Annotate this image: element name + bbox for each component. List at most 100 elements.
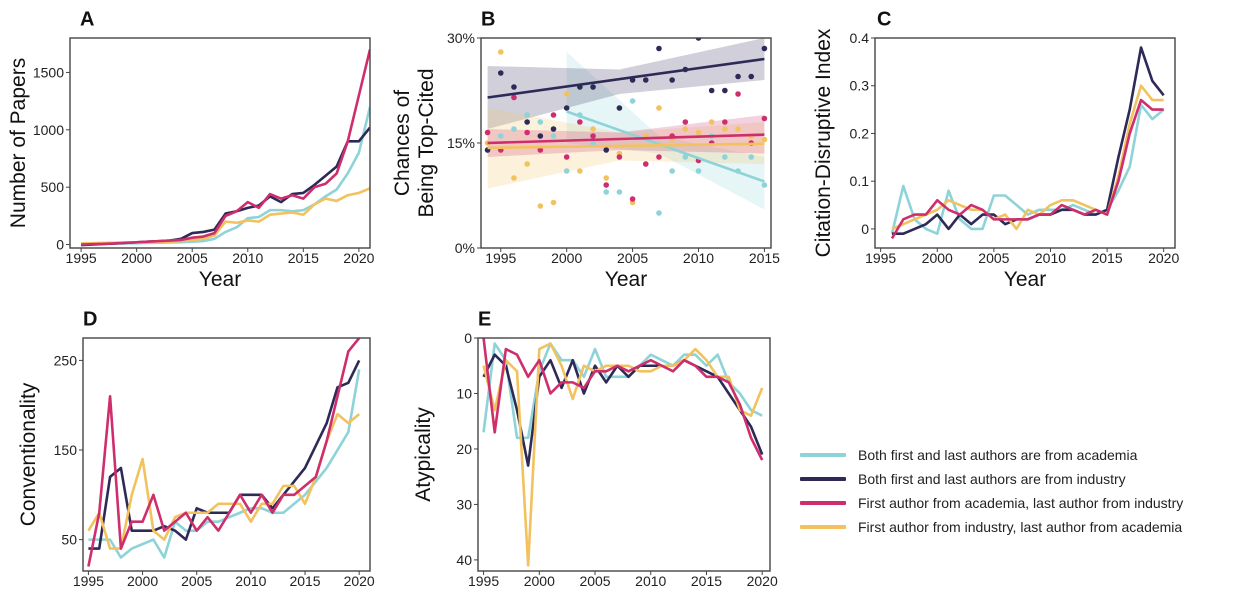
data-point-industry (748, 73, 755, 80)
legend-label-academia-industry: First author from academia, last author … (858, 495, 1184, 511)
data-point-ind_acad (590, 126, 596, 132)
series-line-academia (890, 103, 1165, 235)
data-point-ind_acad (497, 49, 504, 55)
x-tick-label: 2020 (1148, 250, 1179, 266)
data-point-industry (656, 45, 662, 52)
x-tick-label: 2010 (635, 573, 666, 589)
confidence-band-ind_acad (487, 108, 765, 189)
data-point-industry (524, 119, 530, 125)
data-point-industry (511, 84, 517, 90)
legend-label-academia: Both first and last authors are from aca… (858, 447, 1138, 463)
data-point-industry (669, 77, 675, 83)
data-point-academia (497, 133, 504, 139)
panel-b: B 1995 2000 2005 2010 2015 0% 15% 30% Year Chances… (391, 8, 780, 291)
data-point-ind_acad (682, 126, 689, 132)
legend-item-academia: Both first and last authors are from aca… (800, 443, 1183, 467)
x-tick-label: 1995 (865, 250, 896, 266)
y-tick-label: 30 (456, 496, 472, 512)
x-tick-label: 2005 (978, 250, 1009, 266)
data-point-academia (722, 154, 728, 160)
data-point-acad_ind (735, 91, 741, 97)
data-point-ind_acad (537, 203, 544, 209)
data-point-acad_ind (722, 119, 728, 125)
panel-d: D19952000200520102015202050150250YearCon… (17, 308, 375, 599)
data-point-industry (761, 45, 768, 52)
series-line-acad_ind (87, 338, 361, 567)
x-axis-label: Year (605, 268, 647, 291)
panel-letter-b: B (481, 8, 495, 30)
y-tick-label: 0 (464, 330, 472, 346)
y-axis-label: Citation-Disruptive Index (812, 28, 835, 257)
x-tick-label: 2005 (181, 573, 212, 589)
data-point-ind_acad (708, 119, 715, 125)
data-point-industry (550, 126, 557, 132)
x-tick-label: 2015 (289, 573, 320, 589)
data-point-academia (563, 168, 570, 174)
axes-frame-e (477, 337, 771, 572)
plot-area-a (81, 49, 370, 247)
legend-swatch-academia (800, 453, 846, 457)
y-tick-label: 0.4 (850, 30, 870, 46)
x-tick-label: 2010 (683, 250, 714, 266)
data-point-academia (537, 119, 544, 125)
data-point-acad_ind (524, 129, 530, 136)
y-tick-label: 500 (41, 179, 65, 195)
data-point-academia (761, 182, 768, 188)
data-point-acad_ind (590, 133, 596, 139)
data-point-academia (590, 140, 596, 146)
data-point-ind_acad (735, 126, 741, 132)
panel-c: C 1995 2000 2005 2010 2015 2020 0 0.1 0.2 0.3 0.4 Ye… (812, 8, 1179, 291)
x-tick-label: 1995 (66, 250, 97, 266)
data-point-acad_ind (629, 196, 636, 202)
data-point-acad_ind (484, 129, 491, 136)
data-point-academia (669, 168, 675, 174)
x-tick-label: 2015 (691, 573, 722, 589)
y-tick-label: 150 (54, 442, 78, 458)
y-axis-label: Number of Papers (7, 58, 30, 228)
x-tick-label: 2020 (343, 250, 374, 266)
y-tick-label: 15% (447, 135, 475, 151)
panel-letter-e: E (478, 308, 491, 330)
data-point-acad_ind (577, 119, 583, 125)
legend-swatch-academia-industry (800, 501, 846, 505)
series-line-acad_ind (890, 98, 1164, 240)
y-tick-label: 0% (455, 240, 475, 256)
y-tick-label: 250 (54, 352, 78, 368)
data-point-acad_ind (616, 154, 623, 160)
data-point-academia (603, 189, 610, 195)
x-tick-label: 2020 (344, 573, 375, 589)
data-point-industry (642, 77, 649, 83)
x-tick-label: 1995 (485, 250, 516, 266)
data-point-ind_acad (761, 136, 768, 143)
data-point-academia (656, 210, 662, 216)
x-tick-label: 2005 (177, 250, 208, 266)
data-point-ind_acad (577, 168, 583, 174)
data-point-industry (563, 105, 570, 111)
x-tick-label: 1995 (73, 573, 104, 589)
series-line-ind_acad (87, 412, 360, 550)
panel-letter-a: A (80, 8, 94, 30)
data-point-acad_ind (511, 94, 517, 101)
legend-item-academia-industry: First author from academia, last author … (800, 491, 1183, 515)
y-tick-label: 20 (456, 441, 472, 457)
data-point-academia (524, 112, 530, 118)
x-tick-label: 2010 (1035, 250, 1066, 266)
data-point-acad_ind (550, 112, 557, 118)
panel-letter-c: C (877, 8, 891, 30)
data-point-academia (695, 168, 702, 174)
data-point-industry (497, 70, 504, 76)
data-point-industry (616, 105, 623, 111)
y-axis-label: Conventionality (17, 382, 40, 526)
x-tick-label: 1995 (468, 573, 499, 589)
x-tick-label: 2000 (121, 250, 152, 266)
data-point-acad_ind (761, 115, 768, 122)
axes-frame-c (874, 37, 1176, 249)
x-tick-label: 2000 (922, 250, 953, 266)
data-point-ind_acad (695, 129, 702, 136)
data-point-ind_acad (563, 91, 570, 97)
data-point-academia (550, 133, 557, 139)
y-axis-label: Chances of (391, 90, 414, 196)
series-line-ind_acad (482, 342, 764, 567)
x-tick-label: 2005 (617, 250, 648, 266)
y-axis-label: Atypicality (412, 407, 435, 502)
